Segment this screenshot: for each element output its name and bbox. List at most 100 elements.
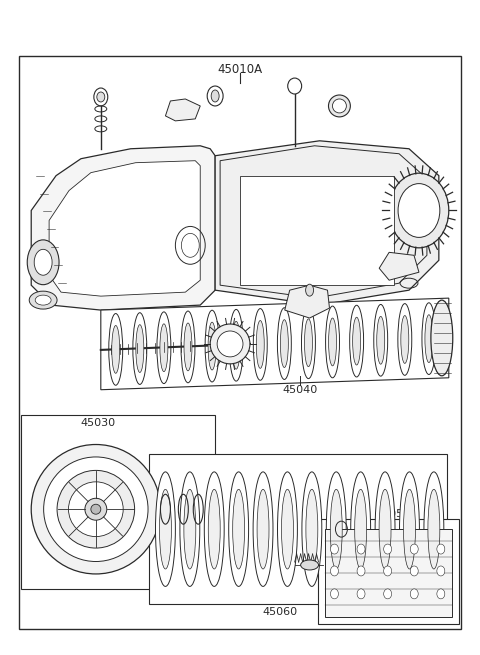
Ellipse shape bbox=[300, 560, 319, 570]
Ellipse shape bbox=[302, 472, 322, 586]
Ellipse shape bbox=[375, 472, 395, 586]
Ellipse shape bbox=[357, 589, 365, 599]
Ellipse shape bbox=[280, 320, 288, 367]
Ellipse shape bbox=[357, 544, 365, 554]
Ellipse shape bbox=[184, 323, 192, 371]
Ellipse shape bbox=[85, 498, 107, 520]
Ellipse shape bbox=[204, 472, 224, 586]
Ellipse shape bbox=[422, 303, 436, 375]
Ellipse shape bbox=[410, 566, 418, 576]
Text: 45040: 45040 bbox=[282, 384, 317, 395]
Ellipse shape bbox=[399, 472, 420, 586]
Polygon shape bbox=[285, 285, 329, 318]
Ellipse shape bbox=[404, 489, 415, 569]
Ellipse shape bbox=[232, 322, 240, 369]
Ellipse shape bbox=[325, 306, 339, 378]
Ellipse shape bbox=[288, 78, 301, 94]
Ellipse shape bbox=[159, 489, 171, 569]
Ellipse shape bbox=[333, 99, 347, 113]
Polygon shape bbox=[31, 146, 215, 310]
Ellipse shape bbox=[205, 310, 219, 382]
Ellipse shape bbox=[91, 504, 101, 514]
Ellipse shape bbox=[384, 589, 392, 599]
Bar bbox=[240, 176, 394, 285]
Ellipse shape bbox=[277, 472, 298, 586]
Ellipse shape bbox=[156, 472, 175, 586]
Ellipse shape bbox=[208, 489, 220, 569]
Bar bbox=[318, 519, 459, 624]
Ellipse shape bbox=[330, 544, 338, 554]
Ellipse shape bbox=[384, 566, 392, 576]
Polygon shape bbox=[101, 298, 449, 390]
Ellipse shape bbox=[398, 304, 412, 375]
Polygon shape bbox=[215, 141, 439, 305]
Ellipse shape bbox=[330, 489, 342, 569]
Ellipse shape bbox=[410, 589, 418, 599]
Polygon shape bbox=[166, 99, 200, 121]
Ellipse shape bbox=[35, 295, 51, 305]
Ellipse shape bbox=[431, 300, 453, 376]
Ellipse shape bbox=[109, 314, 123, 385]
Ellipse shape bbox=[207, 86, 223, 106]
Ellipse shape bbox=[306, 489, 318, 569]
Ellipse shape bbox=[328, 95, 350, 117]
Bar bbox=[324, 529, 452, 617]
Ellipse shape bbox=[211, 90, 219, 102]
Ellipse shape bbox=[181, 233, 199, 257]
Ellipse shape bbox=[94, 88, 108, 106]
Ellipse shape bbox=[330, 589, 338, 599]
Ellipse shape bbox=[228, 472, 249, 586]
Ellipse shape bbox=[208, 322, 216, 370]
Ellipse shape bbox=[326, 472, 346, 586]
Ellipse shape bbox=[210, 324, 250, 364]
Ellipse shape bbox=[281, 489, 293, 569]
Ellipse shape bbox=[349, 305, 363, 377]
Ellipse shape bbox=[377, 316, 384, 364]
Ellipse shape bbox=[34, 250, 52, 275]
Bar bbox=[21, 415, 215, 589]
Ellipse shape bbox=[410, 544, 418, 554]
Ellipse shape bbox=[306, 284, 313, 296]
Ellipse shape bbox=[57, 470, 134, 548]
Ellipse shape bbox=[355, 489, 367, 569]
Ellipse shape bbox=[304, 319, 312, 367]
Ellipse shape bbox=[401, 316, 409, 364]
Polygon shape bbox=[379, 252, 419, 280]
Bar bbox=[148, 455, 447, 604]
Ellipse shape bbox=[277, 308, 291, 379]
Ellipse shape bbox=[31, 445, 160, 574]
Ellipse shape bbox=[301, 307, 315, 379]
Ellipse shape bbox=[428, 489, 440, 569]
Ellipse shape bbox=[256, 320, 264, 368]
Text: 45030: 45030 bbox=[81, 418, 116, 428]
Ellipse shape bbox=[180, 472, 200, 586]
Ellipse shape bbox=[330, 566, 338, 576]
Ellipse shape bbox=[353, 317, 360, 365]
Ellipse shape bbox=[357, 566, 365, 576]
Text: 45010A: 45010A bbox=[217, 63, 263, 76]
Ellipse shape bbox=[425, 315, 433, 362]
Ellipse shape bbox=[160, 324, 168, 371]
Ellipse shape bbox=[133, 312, 147, 384]
Text: 45050: 45050 bbox=[375, 509, 411, 519]
Ellipse shape bbox=[257, 489, 269, 569]
Ellipse shape bbox=[136, 325, 144, 373]
Ellipse shape bbox=[184, 489, 196, 569]
Polygon shape bbox=[49, 160, 200, 296]
Ellipse shape bbox=[437, 566, 445, 576]
Ellipse shape bbox=[253, 309, 267, 381]
Ellipse shape bbox=[398, 183, 440, 237]
Ellipse shape bbox=[389, 173, 449, 248]
Ellipse shape bbox=[379, 489, 391, 569]
Ellipse shape bbox=[329, 318, 336, 366]
Ellipse shape bbox=[69, 482, 123, 536]
Ellipse shape bbox=[351, 472, 371, 586]
Ellipse shape bbox=[29, 291, 57, 309]
Ellipse shape bbox=[384, 544, 392, 554]
Bar bbox=[19, 56, 461, 629]
Ellipse shape bbox=[112, 326, 120, 373]
Ellipse shape bbox=[27, 240, 59, 285]
Ellipse shape bbox=[181, 311, 195, 383]
Ellipse shape bbox=[157, 312, 171, 384]
Ellipse shape bbox=[229, 309, 243, 381]
